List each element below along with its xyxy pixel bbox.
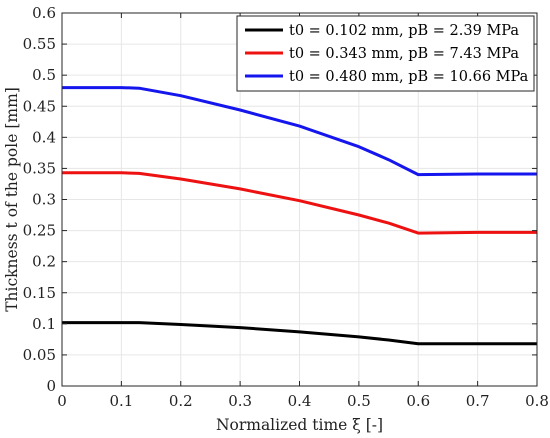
y-tick-label: 0.25 bbox=[23, 222, 56, 240]
legend-entry-2: t0 = 0.343 mm, pB = 7.43 MPa bbox=[289, 46, 519, 62]
y-tick-label: 0.4 bbox=[32, 128, 56, 146]
y-axis-label: Thickness t of the pole [mm] bbox=[3, 87, 21, 312]
series-line-1 bbox=[62, 321, 537, 346]
x-tick-label: 0.5 bbox=[347, 392, 371, 410]
x-tick-label: 0 bbox=[57, 392, 67, 410]
legend-entry-1: t0 = 0.102 mm, pB = 2.39 MPa bbox=[289, 23, 519, 39]
y-tick-label: 0.45 bbox=[23, 97, 56, 115]
y-tick-label: 0.2 bbox=[32, 253, 56, 271]
y-tick-label: 0.3 bbox=[32, 191, 56, 209]
series-lines bbox=[62, 86, 537, 346]
legend: t0 = 0.102 mm, pB = 2.39 MPa t0 = 0.343 … bbox=[236, 15, 535, 92]
x-tick-label: 0.1 bbox=[109, 392, 133, 410]
x-tick-labels: 0 0.1 0.2 0.3 0.4 0.5 0.6 0.7 0.8 bbox=[57, 392, 549, 410]
y-tick-labels: 0 0.05 0.1 0.15 0.2 0.25 0.3 0.35 0.4 0.45 0.5 0.55… bbox=[23, 4, 56, 395]
y-tick-label: 0.6 bbox=[32, 4, 56, 22]
x-tick-label: 0.8 bbox=[525, 392, 549, 410]
y-tick-label: 0.15 bbox=[23, 284, 56, 302]
legend-entry-3: t0 = 0.480 mm, pB = 10.66 MPa bbox=[289, 69, 529, 85]
x-tick-label: 0.3 bbox=[228, 392, 252, 410]
series-line-2 bbox=[62, 171, 537, 235]
y-tick-label: 0.05 bbox=[23, 346, 56, 364]
y-tick-label: 0 bbox=[46, 377, 56, 395]
x-tick-label: 0.7 bbox=[466, 392, 490, 410]
series-line-3 bbox=[62, 86, 537, 177]
y-tick-label: 0.55 bbox=[23, 35, 56, 53]
y-tick-label: 0.1 bbox=[32, 315, 56, 333]
x-axis-label: Normalized time ξ [-] bbox=[216, 416, 383, 434]
legend-box bbox=[236, 15, 535, 92]
x-tick-label: 0.6 bbox=[406, 392, 430, 410]
x-tick-label: 0.4 bbox=[288, 392, 312, 410]
y-tick-label: 0.5 bbox=[32, 66, 56, 84]
y-tick-label: 0.35 bbox=[23, 159, 56, 177]
x-tick-label: 0.2 bbox=[169, 392, 193, 410]
